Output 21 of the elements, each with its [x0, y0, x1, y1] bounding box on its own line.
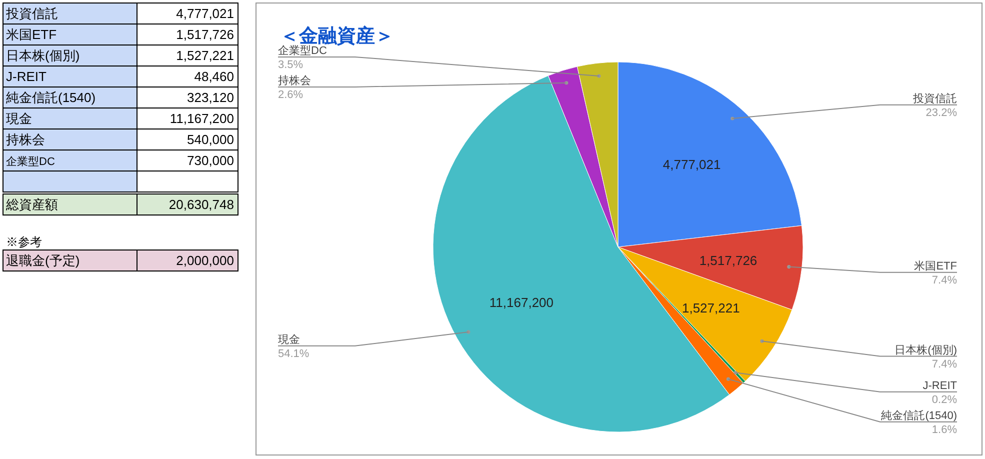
slice-label: 現金	[278, 334, 300, 346]
text: 0.2%	[932, 394, 957, 406]
slice-label: 企業型DC	[278, 44, 327, 57]
text: 1.6%	[932, 424, 957, 436]
text: 7.4%	[932, 358, 957, 370]
data-label: 11,167,200	[489, 294, 554, 310]
data-label: 1,517,726	[699, 252, 758, 268]
text: 7.4%	[932, 274, 957, 286]
text: 23.2%	[926, 106, 957, 119]
slice-label: J-REIT	[922, 380, 958, 392]
slice-label: 投資信託	[912, 92, 957, 105]
data-label: 1,527,221	[682, 300, 740, 316]
text: 2.6%	[278, 88, 304, 101]
data-label: 4,777,021	[662, 157, 721, 172]
text: 3.5%	[278, 58, 304, 71]
text: 54.1%	[278, 348, 310, 360]
table: 投資信託 4,777,021 米国ETF 1,517,726 日本株(個別) 1,527,221 J-REIT 48,460 純金信託(1540) 323,120 現金 11,167,200 持株会 540,000 企業型DC 730,000 総資産額 20,630,748 ※参考 退職金(予定) 2,000,000	[2, 2, 238, 272]
slice-label: 日本株(個別)	[894, 343, 957, 356]
slice-label: 米国ETF	[914, 259, 958, 272]
slice-label: 純金信託(1540)	[881, 408, 957, 422]
slice-label: 持株会	[278, 74, 311, 87]
